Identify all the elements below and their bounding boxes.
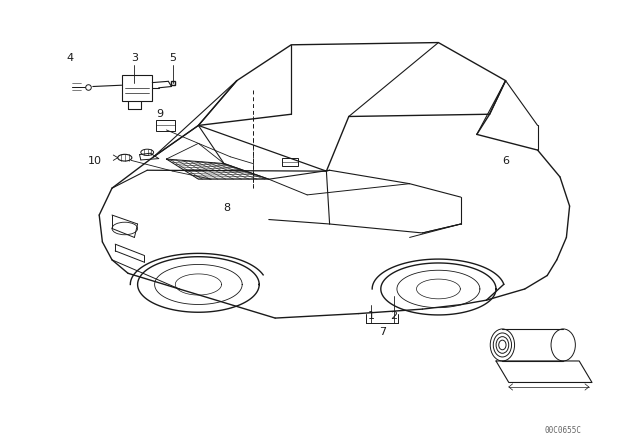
Text: 00C0655C: 00C0655C: [545, 426, 582, 435]
Text: 10: 10: [88, 156, 102, 166]
Bar: [122, 75, 152, 101]
Bar: [282, 158, 298, 166]
Text: 3: 3: [131, 53, 138, 63]
Text: 6: 6: [502, 156, 509, 166]
Text: 2: 2: [390, 311, 397, 321]
Text: 5: 5: [170, 53, 176, 63]
Text: 9: 9: [156, 109, 164, 119]
Text: 1: 1: [368, 311, 374, 321]
Text: 4: 4: [67, 53, 74, 63]
Text: 7: 7: [379, 327, 387, 337]
Bar: [156, 120, 175, 131]
Text: 8: 8: [223, 203, 231, 213]
